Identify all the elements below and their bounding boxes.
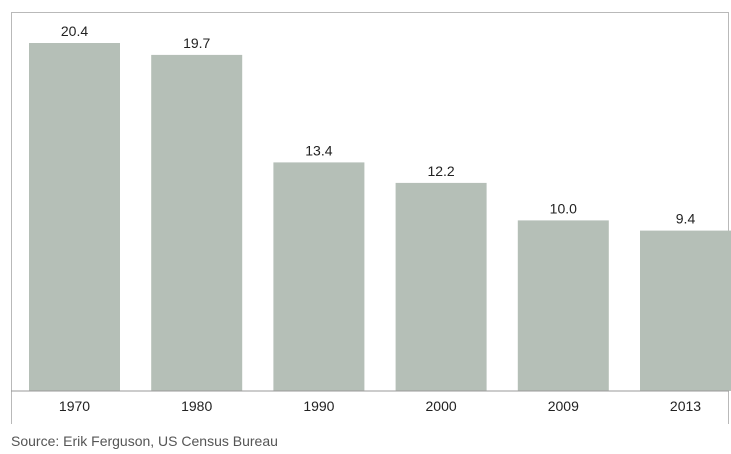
- x-tick-labels: 1970 1980 1990 2000 2009 2013: [59, 398, 701, 414]
- x-tick-label-1980: 1980: [181, 398, 212, 414]
- value-label-2009: 10.0: [550, 200, 577, 216]
- bar-1990: [273, 162, 365, 391]
- value-label-1980: 19.7: [183, 35, 210, 51]
- x-tick-label-1970: 1970: [59, 398, 90, 414]
- bar-1970: [29, 43, 120, 391]
- value-label-1990: 13.4: [305, 142, 332, 158]
- bar-2009: [517, 220, 609, 391]
- x-tick-label-2013: 2013: [670, 398, 701, 414]
- value-labels: 20.4 19.7 13.4 12.2 10.0 9.4: [61, 23, 696, 227]
- bar-2000: [395, 182, 487, 391]
- source-note: Source: Erik Ferguson, US Census Bureau: [11, 433, 278, 449]
- x-tick-label-2009: 2009: [548, 398, 579, 414]
- value-label-2013: 9.4: [676, 211, 696, 227]
- bar-chart: 20.4 19.7 13.4 12.2 10.0 9.4 1970 1980 1990 2000…: [11, 23, 731, 414]
- value-label-1970: 20.4: [61, 23, 88, 39]
- x-tick-label-1990: 1990: [303, 398, 334, 414]
- x-tick-label-2000: 2000: [426, 398, 457, 414]
- bar-1980: [151, 54, 243, 392]
- value-label-2000: 12.2: [427, 163, 454, 179]
- bar-2013: [640, 230, 731, 391]
- bars: [29, 43, 731, 392]
- chart-frame: [11, 12, 729, 424]
